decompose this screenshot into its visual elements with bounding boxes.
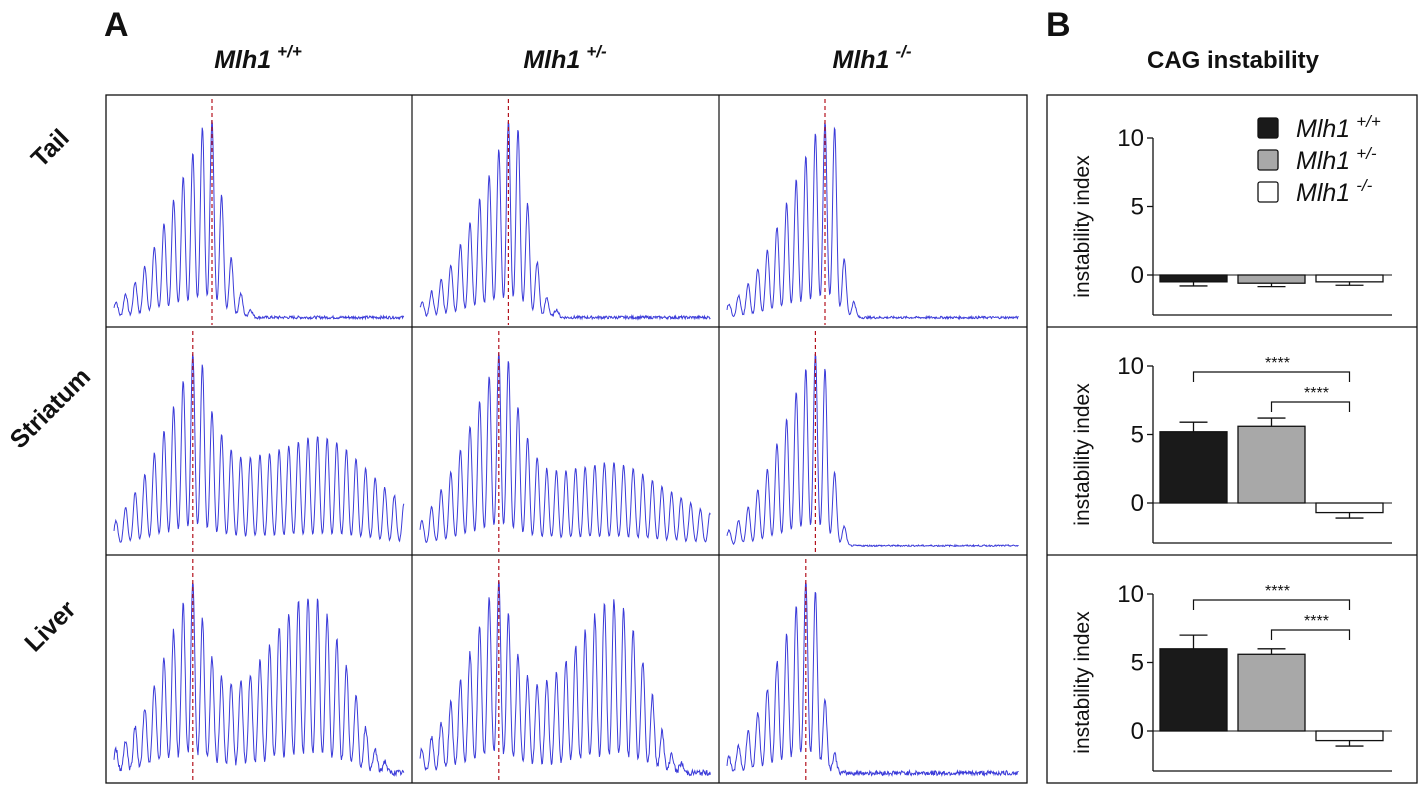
y-tick-label: 5: [1131, 194, 1144, 221]
genotype-header-wt-sup: +/+: [277, 42, 302, 61]
significance-label: ****: [1304, 613, 1329, 630]
trace-striatum-1: [419, 352, 711, 543]
genotype-header-ko: Mlh1 -/-: [833, 42, 912, 74]
bar-liver-1: [1237, 653, 1306, 732]
genotype-header-het-base: Mlh1: [523, 46, 580, 74]
row-label-tail: Tail: [26, 124, 75, 173]
legend-label-base: Mlh1: [1296, 115, 1350, 143]
panel-b-label: B: [1046, 6, 1071, 44]
y-tick-label: 0: [1131, 490, 1144, 517]
y-tick-label: 10: [1117, 353, 1144, 380]
row-label-liver: Liver: [19, 595, 81, 657]
trace-liver-0: [113, 582, 405, 777]
significance-label: ****: [1265, 583, 1290, 600]
legend-label-base: Mlh1: [1296, 147, 1350, 175]
legend-swatch: [1257, 181, 1279, 203]
y-tick-label: 10: [1117, 125, 1144, 152]
genotype-header-het-sup: +/-: [586, 42, 607, 61]
trace-liver-1: [419, 580, 711, 777]
trace-tail-2: [726, 122, 1019, 321]
significance-bracket: [1270, 401, 1351, 412]
legend-label: Mlh1 +/+: [1296, 112, 1381, 143]
bar-striatum-0: [1159, 431, 1228, 504]
y-tick-label: 0: [1131, 262, 1144, 289]
panel-a-traces: [113, 99, 1019, 781]
panel-a-frame: [105, 94, 1028, 784]
legend: Mlh1 +/+ Mlh1 +/- Mlh1 -/-: [1257, 112, 1381, 207]
legend-swatch: [1257, 149, 1279, 171]
trace-tail-1: [419, 121, 711, 321]
panel-a-grid: [105, 94, 1028, 784]
legend-label-sup: +/-: [1356, 144, 1377, 163]
bar-striatum-1: [1237, 425, 1306, 504]
bar-chart-striatum: 0 5 10 instability index **** ****: [1071, 353, 1392, 544]
legend-label-sup: +/+: [1356, 112, 1381, 131]
legend-label-sup: -/-: [1356, 176, 1372, 195]
legend-label: Mlh1 +/-: [1296, 144, 1377, 175]
y-axis-label: instability index: [1071, 383, 1094, 526]
significance-bracket: [1192, 371, 1351, 382]
trace-tail-0: [113, 120, 405, 321]
significance-bracket: [1270, 629, 1351, 640]
panel-b-charts: 0 5 10 instability index 0 5 10 instability ind…: [1046, 94, 1418, 784]
trace-striatum-0: [113, 354, 405, 543]
bar-tail-1: [1237, 274, 1306, 284]
panel-a-label: A: [104, 6, 129, 44]
genotype-header-ko-sup: -/-: [895, 42, 911, 61]
legend-swatch: [1257, 117, 1279, 139]
trace-liver-2: [726, 582, 1019, 778]
genotype-header-het: Mlh1 +/-: [523, 42, 607, 74]
bar-chart-liver: 0 5 10 instability index **** ****: [1071, 581, 1392, 772]
y-tick-label: 10: [1117, 581, 1144, 608]
bar-tail-0: [1159, 274, 1228, 283]
y-axis-label: instability index: [1071, 611, 1094, 754]
trace-striatum-2: [726, 353, 1019, 548]
panel-b-title: CAG instability: [1147, 47, 1320, 74]
legend-label: Mlh1 -/-: [1296, 176, 1373, 207]
legend-label-base: Mlh1: [1296, 179, 1350, 207]
bar-tail-2: [1315, 274, 1384, 283]
bar-liver-2: [1315, 730, 1384, 742]
bar-chart-tail: 0 5 10 instability index: [1071, 125, 1392, 316]
row-label-striatum: Striatum: [5, 363, 97, 455]
significance-label: ****: [1265, 355, 1290, 372]
bar-striatum-2: [1315, 502, 1384, 514]
genotype-header-ko-base: Mlh1: [833, 46, 890, 74]
significance-label: ****: [1304, 385, 1329, 402]
significance-bracket: [1192, 599, 1351, 610]
genotype-header-wt-base: Mlh1: [214, 46, 271, 74]
bar-liver-0: [1159, 648, 1228, 732]
y-tick-label: 0: [1131, 718, 1144, 745]
genotype-header-wt: Mlh1 +/+: [214, 42, 302, 74]
y-axis-label: instability index: [1071, 155, 1094, 298]
y-tick-label: 5: [1131, 650, 1144, 677]
y-tick-label: 5: [1131, 422, 1144, 449]
panel-b-frame: [1046, 94, 1418, 784]
